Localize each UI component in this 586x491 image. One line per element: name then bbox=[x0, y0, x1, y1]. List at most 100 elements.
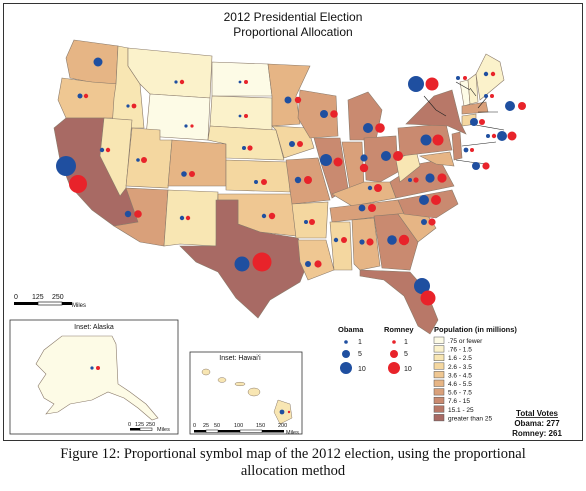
state-alabama bbox=[351, 217, 381, 271]
population-label: greater than 25 bbox=[448, 415, 492, 422]
romney-symbol bbox=[141, 157, 147, 163]
scale-segment bbox=[14, 302, 38, 305]
obama-symbol bbox=[408, 178, 412, 182]
obama-symbol bbox=[408, 76, 424, 92]
obama-symbol bbox=[367, 185, 373, 191]
romney-symbol bbox=[463, 76, 467, 80]
population-label: 5.6 - 7.5 bbox=[448, 390, 472, 397]
state-washington bbox=[65, 39, 119, 85]
romney-symbol bbox=[330, 110, 338, 118]
inset-hawaii: Inset: Hawai'i 0 25 50 100 150 200 Miles bbox=[189, 351, 303, 436]
romney-symbol bbox=[131, 103, 137, 109]
legend-population: Population (in millions) .75 or fewer .76… bbox=[433, 325, 517, 422]
obama-symbol bbox=[333, 237, 339, 243]
romney-symbol bbox=[374, 184, 382, 192]
scale-segment bbox=[218, 430, 240, 433]
hawaii-scale-tick-4: 150 bbox=[256, 423, 265, 429]
scale-tick-1: 125 bbox=[32, 294, 44, 301]
state-alaska bbox=[35, 335, 159, 421]
alaska-scale-tick-2: 250 bbox=[146, 422, 155, 428]
hawaii-scale-unit: Miles bbox=[286, 430, 299, 436]
state-south-dakota bbox=[209, 95, 273, 131]
hawaii-scale-tick-5: 200 bbox=[278, 423, 287, 429]
obama-symbol bbox=[124, 210, 132, 218]
romney-symbol bbox=[294, 96, 302, 104]
population-swatches: .75 or fewer .76 - 1.51.6 - 2.5 2.6 - 3.53… bbox=[433, 336, 492, 422]
obama-symbol bbox=[234, 256, 250, 272]
state-north-dakota bbox=[211, 61, 273, 97]
callout-lines bbox=[423, 81, 505, 165]
callout-line bbox=[423, 95, 447, 117]
callout-line bbox=[469, 87, 477, 97]
obama-symbol bbox=[419, 195, 429, 205]
obama-symbol bbox=[359, 239, 365, 245]
figure-caption: Figure 12: Proportional symbol map of th… bbox=[0, 446, 586, 480]
romney-symbol bbox=[309, 219, 315, 225]
population-swatch bbox=[433, 396, 445, 404]
population-label: 7.6 - 15 bbox=[448, 398, 470, 405]
romney-symbol bbox=[432, 134, 444, 146]
obama-symbol bbox=[456, 76, 460, 80]
scale-segment bbox=[130, 428, 140, 431]
obama-symbol bbox=[294, 176, 302, 184]
state-wisconsin bbox=[297, 89, 339, 139]
total-votes-romney: Romney: 261 bbox=[512, 429, 562, 438]
romney-symbol bbox=[287, 410, 291, 414]
obama-symbol bbox=[279, 409, 285, 415]
romney-symbol bbox=[393, 151, 403, 161]
romney-symbol bbox=[490, 94, 494, 98]
obama-symbol bbox=[320, 154, 332, 166]
scale-segment bbox=[239, 429, 263, 433]
population-label: 4.6 - 5.5 bbox=[448, 381, 472, 388]
romney-symbol bbox=[252, 252, 272, 272]
vote-symbols bbox=[56, 57, 526, 306]
total-votes: Total Votes Obama: 277 Romney: 261 bbox=[512, 409, 562, 438]
romney-symbol bbox=[359, 163, 369, 173]
scale-segment bbox=[205, 429, 219, 433]
obama-symbol bbox=[184, 124, 188, 128]
romney-symbol bbox=[491, 133, 497, 139]
obama-symbol bbox=[320, 110, 328, 118]
romney-symbol bbox=[189, 171, 195, 177]
obama-symbol bbox=[126, 104, 130, 108]
state-new-mexico bbox=[163, 189, 219, 247]
obama-symbol bbox=[99, 147, 105, 153]
legend-obama-title: Obama bbox=[338, 325, 364, 334]
caption-line-1: Figure 12: Proportional symbol map of th… bbox=[60, 446, 526, 462]
population-swatch bbox=[433, 362, 445, 370]
hawaii-scale-tick-2: 50 bbox=[214, 423, 220, 429]
legend-obama-label-10: 10 bbox=[358, 366, 366, 373]
legend-romney-label-10: 10 bbox=[404, 366, 412, 373]
romney-symbol bbox=[134, 210, 142, 218]
obama-symbol bbox=[238, 114, 242, 118]
hawaii-title: Inset: Hawai'i bbox=[219, 355, 261, 362]
obama-symbol bbox=[289, 141, 295, 147]
population-swatch bbox=[433, 405, 445, 413]
main-scale-bar: 0 125 250 Miles bbox=[14, 294, 86, 309]
population-swatch bbox=[433, 379, 445, 387]
hawaii-frame bbox=[189, 351, 303, 435]
hawaii-scale-tick-3: 100 bbox=[234, 423, 243, 429]
scale-tick-2: 250 bbox=[52, 294, 64, 301]
romney-symbol bbox=[190, 124, 194, 128]
obama-symbol bbox=[381, 151, 391, 161]
romney-symbol bbox=[420, 290, 436, 306]
romney-symbol bbox=[333, 157, 343, 167]
hawaii-scale-tick-0: 0 bbox=[193, 423, 196, 429]
obama-symbol bbox=[414, 278, 430, 294]
callout-line bbox=[455, 81, 471, 91]
alaska-title: Inset: Alaska bbox=[74, 324, 114, 331]
obama-symbol bbox=[358, 204, 366, 212]
map-title: 2012 Presidential Election bbox=[223, 10, 363, 24]
romney-symbol bbox=[244, 114, 248, 118]
obama-symbol bbox=[420, 134, 432, 146]
romney-symbol bbox=[507, 131, 517, 141]
island-maui bbox=[247, 387, 261, 397]
population-swatch bbox=[433, 414, 445, 422]
romney-symbol bbox=[179, 79, 185, 85]
alaska-scale-unit: Miles bbox=[157, 427, 170, 433]
romney-symbol bbox=[428, 218, 436, 226]
romney-symbol bbox=[425, 77, 439, 91]
legend-obama-label-5: 5 bbox=[358, 351, 362, 358]
romney-symbol bbox=[341, 237, 347, 243]
